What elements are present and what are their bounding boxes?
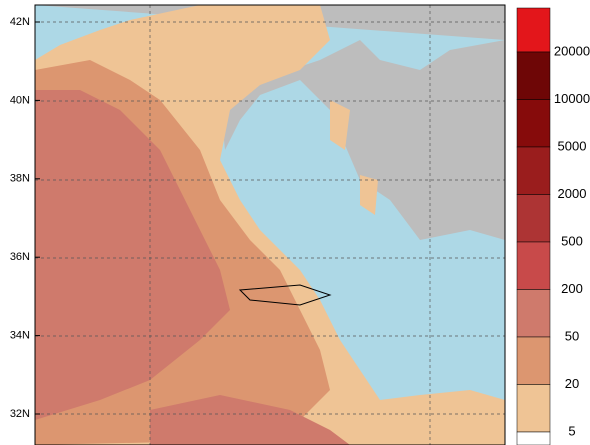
latitude-label: 36N (10, 251, 30, 263)
colorbar-label: 2000 (558, 186, 587, 201)
colorbar-swatch (516, 194, 551, 243)
colorbar-swatch (516, 146, 551, 195)
colorbar-label: 10000 (554, 91, 590, 106)
colorbar-label: 20000 (554, 43, 590, 58)
graticule (35, 5, 505, 445)
colorbar: 20000 10000 5000 2000 500 200 50 20 5 (516, 7, 590, 445)
latitude-label: 38N (10, 173, 30, 185)
map-frame (34, 4, 506, 445)
aerosol-zone-high-south (150, 395, 350, 445)
latitude-label: 32N (10, 408, 30, 420)
colorbar-swatch (516, 7, 551, 53)
colorbar-label: 5 (568, 423, 575, 438)
colorbar-swatch (516, 431, 551, 445)
colorbar-swatch (516, 384, 551, 433)
colorbar-label: 200 (561, 281, 583, 296)
colorbar-label: 5000 (558, 138, 587, 153)
latitude-label: 42N (10, 16, 30, 28)
aerosol-patch (330, 100, 378, 215)
land (35, 5, 505, 240)
crete-outline (238, 284, 332, 306)
latitude-labels: 42N 40N 38N 36N 34N 32N (10, 16, 40, 420)
map (34, 4, 506, 445)
colorbar-swatch (516, 336, 551, 385)
colorbar-swatch (516, 289, 551, 338)
colorbar-swatch (516, 241, 551, 290)
aerosol-zone-high (35, 90, 230, 420)
latitude-label: 34N (10, 330, 30, 342)
colorbar-swatch (516, 51, 551, 100)
latitude-label: 40N (10, 94, 30, 106)
colorbar-label: 500 (561, 233, 583, 248)
colorbar-label: 50 (565, 328, 579, 343)
colorbar-swatch (516, 99, 551, 148)
colorbar-label: 20 (565, 376, 579, 391)
